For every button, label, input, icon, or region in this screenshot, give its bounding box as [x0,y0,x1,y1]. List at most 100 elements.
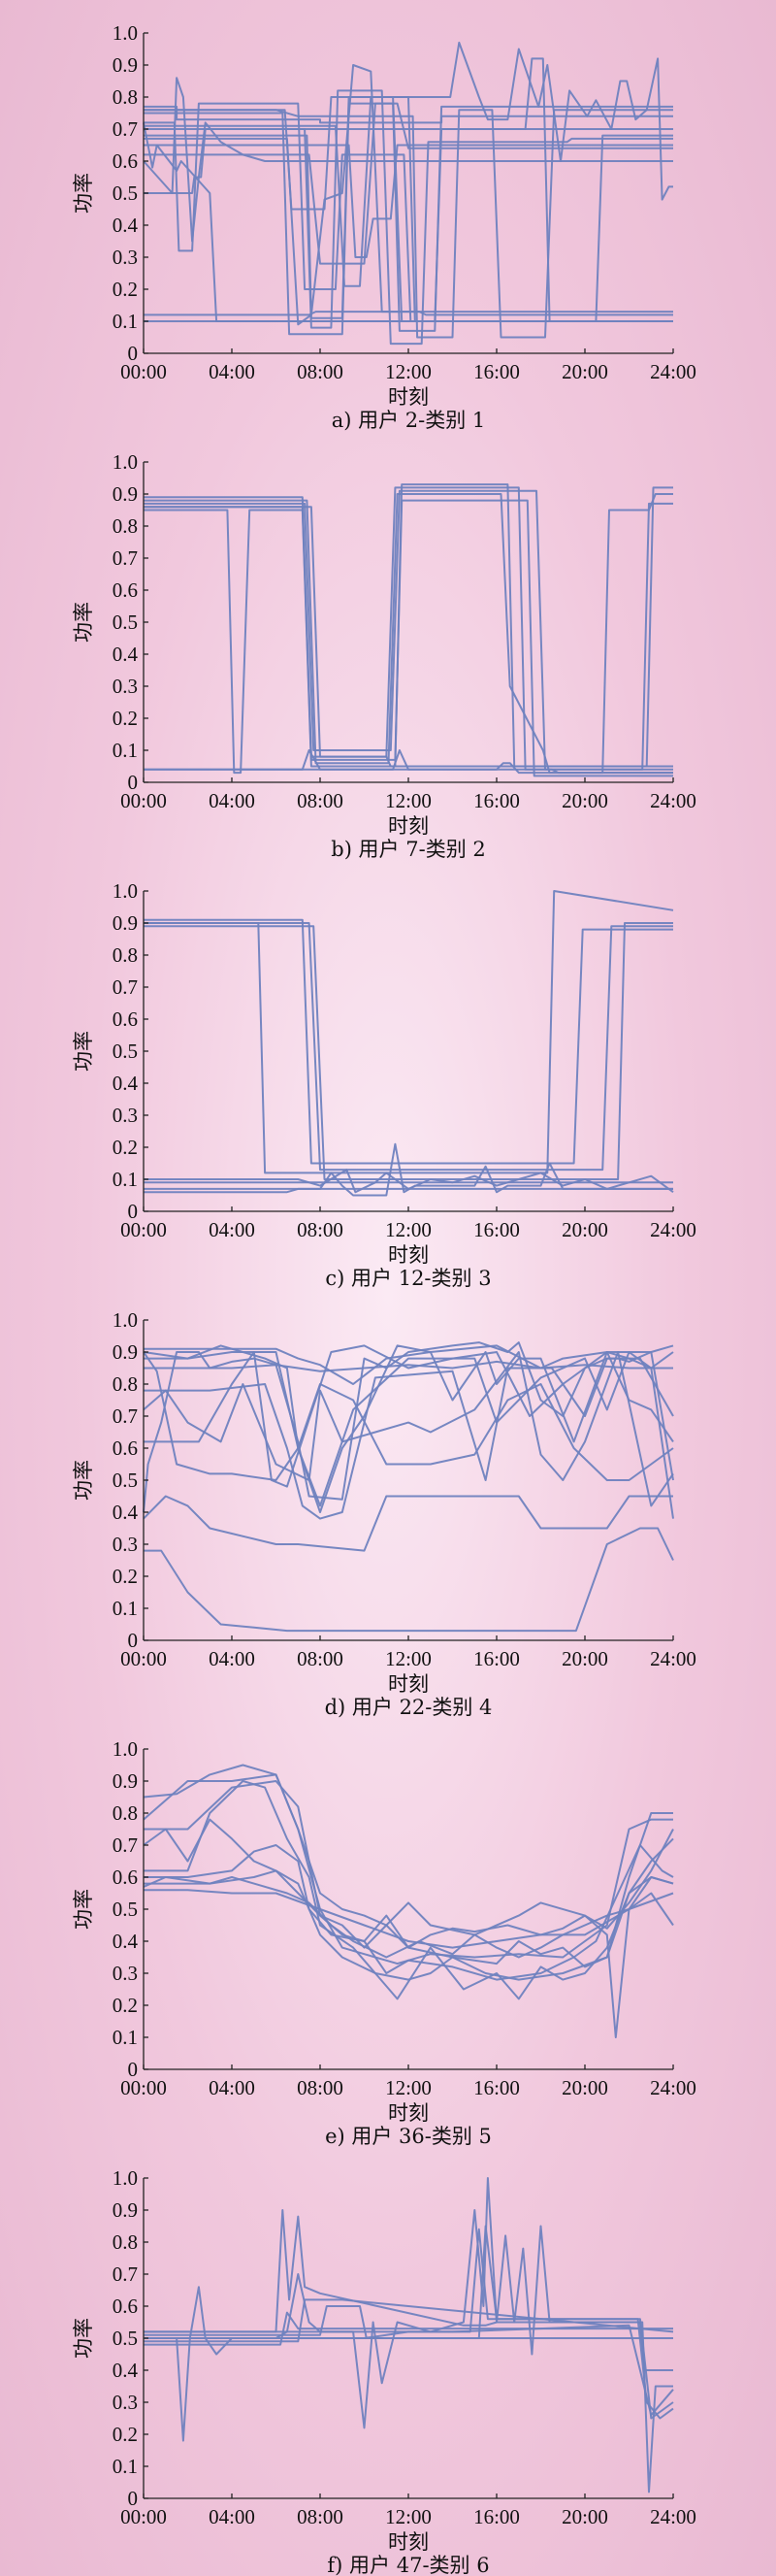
series-line [144,483,673,768]
series-line [143,1818,674,1981]
series-line [144,489,673,771]
y-tick-label: 0.5 [113,1469,138,1492]
y-tick-label: 0.6 [113,149,138,173]
x-tick-label: 04:00 [209,789,255,812]
series-line [144,749,673,775]
x-tick-label: 24:00 [650,1218,696,1241]
y-tick-label: 0.5 [113,1898,138,1921]
series-line [144,144,673,258]
x-tick-label: 08:00 [297,1218,343,1241]
series-line [143,1764,674,2038]
y-tick-label: 0.2 [113,278,138,301]
y-tick-label: 0 [128,1629,139,1652]
y-tick-label: 0.3 [113,675,138,698]
y-tick-label: 0.9 [113,2198,138,2222]
y-tick-label: 0.8 [113,1372,138,1396]
y-tick-label: 0.8 [113,943,138,967]
series-line [144,1169,674,1194]
y-tick-label: 0.1 [113,2026,138,2049]
y-tick-label: 1.0 [113,2166,138,2190]
x-tick-label: 04:00 [209,1218,255,1241]
x-axis-title: 时刻 [388,2101,429,2125]
x-axis-title: 时刻 [388,1243,429,1267]
series-line [144,2324,674,2417]
y-tick-label: 0.9 [113,911,138,935]
y-tick-label: 0.5 [113,1040,138,1063]
series-line [144,922,673,1172]
x-axis-title: 时刻 [388,385,429,409]
y-tick-label: 0 [128,771,139,794]
y-tick-label: 0.2 [113,2423,138,2446]
y-axis-title: 功率 [72,1889,95,1930]
y-tick-label: 0.7 [113,1404,138,1428]
x-tick-label: 16:00 [473,1647,520,1670]
y-tick-label: 0.1 [113,310,138,333]
x-tick-label: 24:00 [650,789,696,812]
y-tick-label: 0.4 [113,1501,139,1524]
x-tick-label: 16:00 [473,2076,520,2099]
series-line [144,1780,674,2000]
series-line [144,1829,674,1949]
x-axis-title: 时刻 [388,814,429,838]
x-tick-label: 12:00 [385,360,432,383]
series-line [144,1527,674,1633]
y-axis-title: 功率 [72,602,95,643]
chart-panel-a: 0 0.1 0.2 0.3 0.4 0.5 0.6 0.7 0.8 0.9 1.0 00:00 04:0… [72,21,696,432]
y-tick-label: 0.3 [113,246,138,269]
series-line [144,57,673,322]
series-line [144,486,673,775]
y-tick-label: 0.1 [113,1597,138,1620]
y-tick-label: 0.4 [113,643,139,666]
x-tick-label: 20:00 [562,360,608,383]
x-tick-label: 24:00 [650,360,696,383]
y-tick-label: 0.2 [113,1565,138,1588]
x-tick-label: 00:00 [120,1218,167,1241]
x-tick-label: 04:00 [209,2505,255,2528]
y-tick-label: 0.3 [113,1533,138,1556]
series-line [143,1351,674,1481]
series-line [143,122,673,322]
y-tick-label: 0.8 [113,2230,138,2254]
x-tick-label: 24:00 [650,2505,696,2528]
y-tick-label: 0.2 [113,1994,138,2017]
x-tick-label: 08:00 [297,2076,343,2099]
x-tick-label: 04:00 [209,360,255,383]
series-line [144,890,674,1174]
y-tick-label: 0.2 [113,1136,138,1159]
series-line [144,109,673,339]
series-line [144,1187,673,1194]
y-tick-label: 0.6 [113,1437,138,1460]
x-tick-label: 08:00 [297,789,343,812]
y-tick-label: 0.7 [113,1833,138,1857]
x-tick-label: 20:00 [562,789,608,812]
series-line [143,1351,674,1507]
y-tick-label: 0.6 [113,1866,138,1889]
y-tick-label: 0.6 [113,578,138,602]
series-line [144,1351,674,1519]
y-tick-label: 0.5 [113,611,138,634]
series-line [144,1142,673,1197]
x-tick-label: 24:00 [650,1647,696,1670]
y-axis-title: 功率 [72,1031,95,1072]
y-tick-label: 0 [128,1200,139,1223]
panel-caption: b) 用户 7-类别 2 [331,838,485,861]
x-tick-label: 20:00 [562,1647,608,1670]
series-line [144,918,673,1165]
series-line [143,1495,673,1552]
y-tick-label: 0.7 [113,975,138,999]
series-line [144,922,673,1180]
series-line [144,499,673,777]
y-axis-title: 功率 [72,173,95,214]
x-tick-label: 20:00 [562,2076,608,2099]
x-tick-label: 20:00 [562,1218,608,1241]
series-line [144,1344,674,1481]
y-tick-label: 0.4 [113,1930,139,1953]
y-tick-label: 0.4 [113,2359,139,2382]
series-line [144,64,673,326]
series-line [144,89,673,346]
panel-caption: c) 用户 12-类别 3 [325,1267,491,1290]
x-tick-label: 08:00 [297,1647,343,1670]
x-tick-label: 08:00 [297,360,343,383]
y-tick-label: 0.8 [113,85,138,109]
series-line [143,1876,674,1959]
